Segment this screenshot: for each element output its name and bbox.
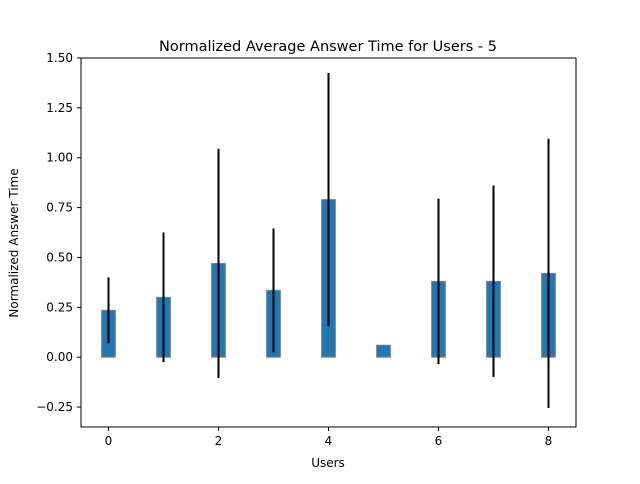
x-tick-label: 4 [325, 434, 333, 448]
chart-title: Normalized Average Answer Time for Users… [159, 39, 497, 55]
y-tick-label: 1.50 [46, 51, 73, 65]
x-axis-label: Users [311, 456, 345, 470]
axes-frame [80, 57, 577, 428]
y-tick-label: −0.25 [36, 400, 73, 414]
y-axis-label: Normalized Answer Time [7, 168, 21, 317]
y-tick-label: 0.50 [46, 250, 73, 264]
error-bars-layer [107, 72, 550, 409]
ticks-layer: 0 2 4 6 8 −0.25 0.00 0.25 0.50 0.75 1.00 1.25 1.50 [36, 51, 552, 448]
x-tick-label: 2 [215, 434, 223, 448]
y-tick-label: 0.00 [46, 350, 73, 364]
y-tick-label: 0.25 [46, 300, 73, 314]
x-tick-label: 0 [105, 434, 113, 448]
x-tick-label: 6 [435, 434, 443, 448]
x-tick-label: 8 [545, 434, 553, 448]
y-tick-label: 0.75 [46, 201, 73, 215]
y-tick-label: 1.25 [46, 101, 73, 115]
bar-user-5 [376, 344, 391, 358]
y-tick-label: 1.00 [46, 151, 73, 165]
